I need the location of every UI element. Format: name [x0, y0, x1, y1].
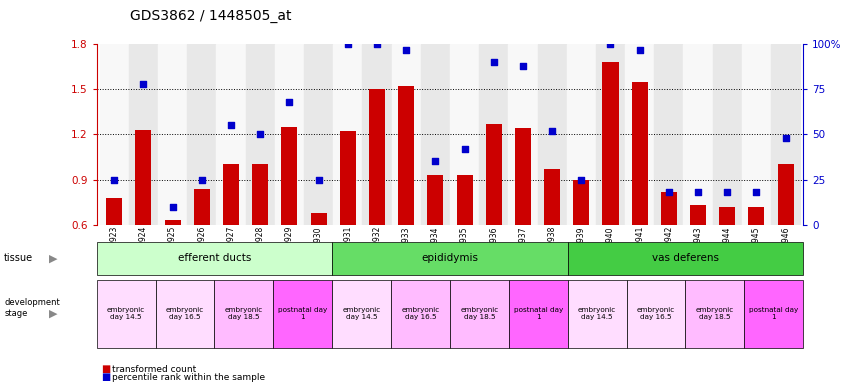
Bar [216, 44, 246, 225]
Bar [602, 62, 618, 225]
Bar [193, 189, 210, 225]
Bar [304, 44, 333, 225]
Bar [420, 44, 450, 225]
Bar [719, 207, 735, 225]
Bar [129, 44, 158, 225]
Text: postnatal day
1: postnatal day 1 [749, 308, 798, 320]
Bar [457, 175, 473, 225]
Bar [712, 44, 742, 225]
Bar [252, 164, 268, 225]
Bar [654, 44, 684, 225]
Bar [596, 44, 625, 225]
Point [399, 46, 413, 53]
Bar [537, 44, 567, 225]
Bar [661, 192, 677, 225]
Bar [567, 44, 596, 225]
Text: efferent ducts: efferent ducts [177, 253, 251, 263]
Bar [106, 198, 122, 225]
Point [137, 81, 151, 87]
Text: embryonic
day 16.5: embryonic day 16.5 [637, 308, 675, 320]
Text: vas deferens: vas deferens [652, 253, 719, 263]
Bar [778, 164, 794, 225]
Bar [544, 169, 560, 225]
Bar [398, 86, 414, 225]
Bar [188, 44, 216, 225]
Text: embryonic
day 16.5: embryonic day 16.5 [166, 308, 204, 320]
Bar [246, 44, 275, 225]
Bar [282, 127, 298, 225]
Point [721, 189, 734, 195]
Point [429, 159, 442, 165]
Text: embryonic
day 14.5: embryonic day 14.5 [342, 308, 381, 320]
Text: embryonic
day 14.5: embryonic day 14.5 [107, 308, 145, 320]
Bar [515, 128, 531, 225]
Bar [340, 131, 356, 225]
Point [487, 59, 500, 65]
Bar [684, 44, 712, 225]
Bar [479, 44, 508, 225]
Text: ▶: ▶ [49, 253, 57, 263]
Point [662, 189, 675, 195]
Text: tissue: tissue [4, 253, 34, 263]
Bar [223, 164, 239, 225]
Point [283, 99, 296, 105]
Bar [486, 124, 502, 225]
Bar [427, 175, 443, 225]
Bar [99, 44, 129, 225]
Text: percentile rank within the sample: percentile rank within the sample [112, 373, 265, 382]
Text: GDS3862 / 1448505_at: GDS3862 / 1448505_at [130, 9, 292, 23]
Bar [310, 213, 326, 225]
Text: embryonic
day 16.5: embryonic day 16.5 [401, 308, 440, 320]
Text: epididymis: epididymis [421, 253, 479, 263]
Bar [748, 207, 764, 225]
Bar [632, 82, 648, 225]
Point [253, 131, 267, 137]
Bar [450, 44, 479, 225]
Text: postnatal day
1: postnatal day 1 [278, 308, 327, 320]
Bar [574, 180, 590, 225]
Text: embryonic
day 18.5: embryonic day 18.5 [225, 308, 263, 320]
Text: postnatal day
1: postnatal day 1 [514, 308, 563, 320]
Point [545, 128, 558, 134]
Text: embryonic
day 14.5: embryonic day 14.5 [578, 308, 616, 320]
Bar [690, 205, 706, 225]
Text: ▶: ▶ [49, 309, 57, 319]
Point [166, 204, 179, 210]
Bar [508, 44, 537, 225]
Text: development
stage: development stage [4, 298, 60, 318]
Bar [362, 44, 392, 225]
Bar [771, 44, 801, 225]
Point [341, 41, 355, 47]
Bar [369, 89, 385, 225]
Text: transformed count: transformed count [112, 366, 196, 374]
Point [779, 135, 792, 141]
Point [312, 177, 325, 183]
Text: ■: ■ [101, 372, 110, 382]
Point [108, 177, 121, 183]
Point [458, 146, 471, 152]
Point [370, 41, 383, 47]
Text: embryonic
day 18.5: embryonic day 18.5 [460, 308, 499, 320]
Point [516, 63, 530, 69]
Bar [742, 44, 771, 225]
Point [195, 177, 209, 183]
Bar [165, 220, 181, 225]
Bar [275, 44, 304, 225]
Point [574, 177, 588, 183]
Text: ■: ■ [101, 364, 110, 374]
Point [691, 189, 705, 195]
Bar [625, 44, 654, 225]
Point [749, 189, 763, 195]
Bar [392, 44, 420, 225]
Point [225, 122, 238, 128]
Point [633, 46, 647, 53]
Point [604, 41, 617, 47]
Bar [135, 130, 151, 225]
Bar [158, 44, 188, 225]
Text: embryonic
day 18.5: embryonic day 18.5 [696, 308, 734, 320]
Bar [333, 44, 362, 225]
